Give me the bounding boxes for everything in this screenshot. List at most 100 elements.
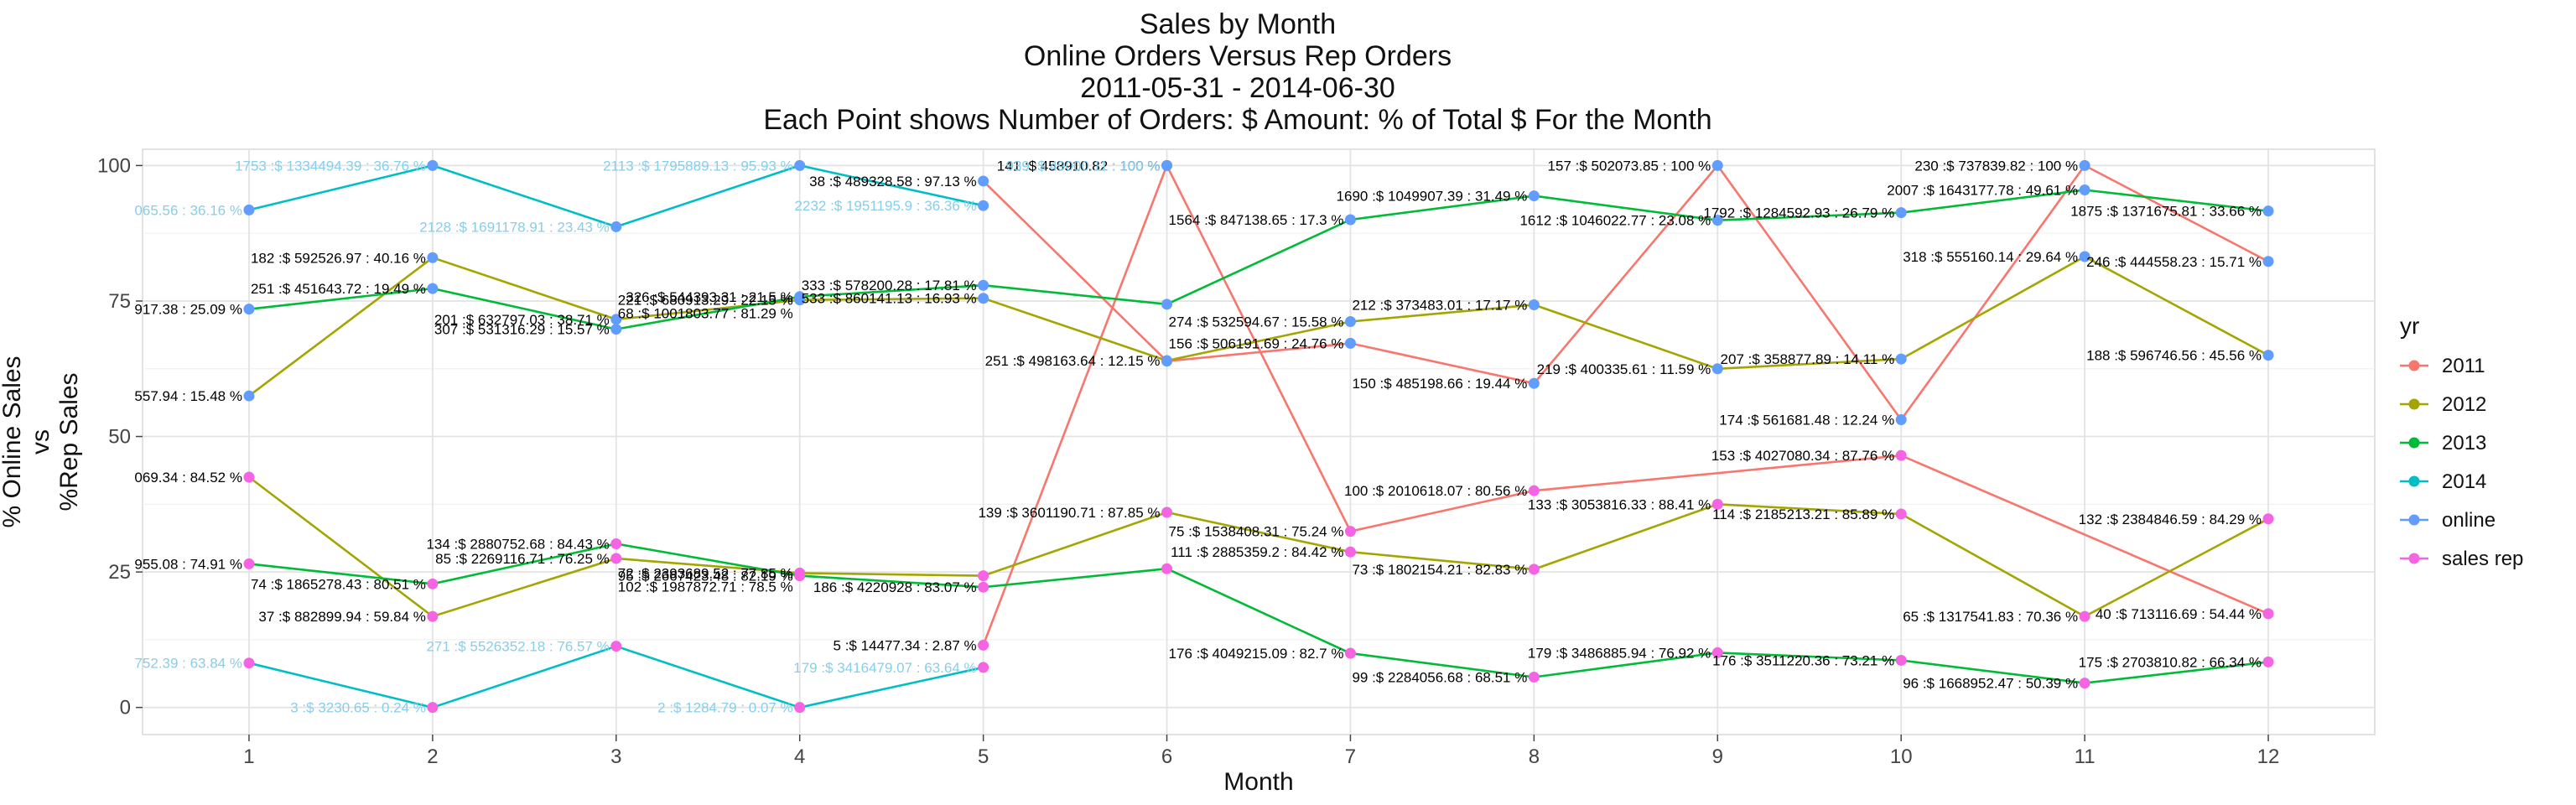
data-point-online [1895, 414, 1907, 426]
data-point-rep [1895, 654, 1907, 666]
data-label: 2113 :$ 1795889.13 : 95.93 % [603, 158, 793, 174]
x-axis-title: Month [1223, 768, 1293, 796]
data-label: 1564 :$ 847138.65 : 17.3 % [1169, 212, 1344, 228]
data-point-online [794, 291, 806, 303]
legend-key-point [2408, 475, 2420, 487]
data-point-rep [2262, 513, 2274, 525]
data-label: 246 :$ 444558.23 : 15.71 % [2086, 254, 2262, 270]
legend-title: yr [2400, 313, 2419, 339]
series-line-2012 [248, 475, 2269, 618]
data-label: 251 :$ 498163.64 : 12.15 % [985, 353, 1161, 369]
data-point-online [427, 283, 439, 294]
data-label: 2 :$ 1284.79 : 0.07 % [657, 700, 793, 716]
data-point-rep [1711, 498, 1723, 510]
data-point-rep [427, 702, 439, 714]
legend-item-2012: 2012 [2442, 393, 2486, 416]
data-label: 752.39 : 63.84 % [134, 656, 242, 672]
data-point-online [1895, 207, 1907, 219]
data-label: 1753 :$ 1334494.39 : 36.76 % [235, 158, 426, 174]
data-point-rep [243, 558, 255, 569]
legend-item-online: online [2442, 509, 2496, 532]
series-line-2013 [248, 543, 2269, 684]
series-line-2011 [982, 163, 2269, 646]
x-tick-label: 9 [1712, 745, 1723, 768]
data-point-rep [1711, 647, 1723, 658]
data-point-online [1528, 299, 1540, 310]
data-point-rep [794, 570, 806, 582]
legend-key-point [2408, 398, 2420, 410]
data-point-online [978, 279, 989, 291]
data-point-online [794, 159, 806, 171]
data-point-rep [610, 553, 622, 564]
y-tick-label: 25 [108, 561, 131, 584]
data-labels: 38 :$ 489328.58 : 97.13 % 156 :$ 506191.6… [134, 158, 2262, 715]
data-label: 1875 :$ 1371675.81 : 33.66 % [2070, 204, 2262, 220]
data-point-online [1161, 159, 1173, 171]
data-label: 201 :$ 632797.03 : 38.71 % [434, 312, 610, 328]
data-point-online [978, 200, 989, 211]
data-point-rep [427, 578, 439, 589]
data-label: 139 :$ 3601190.71 : 87.85 % [978, 505, 1160, 521]
data-label: 40 :$ 713116.69 : 54.44 % [2096, 606, 2262, 622]
x-tick-label: 6 [1161, 745, 1172, 768]
data-point-rep [610, 538, 622, 550]
data-label: 186 :$ 4220928 : 83.07 % [813, 579, 977, 595]
legend-item-sales-rep: sales rep [2442, 548, 2523, 570]
data-point-online [610, 314, 622, 325]
data-label: 326 :$ 544393.31 : 21.5 % [626, 289, 792, 305]
x-tick-label: 4 [794, 745, 805, 768]
data-label: 1690 :$ 1049907.39 : 31.49 % [1337, 189, 1528, 205]
y-tick-label: 50 [108, 426, 131, 449]
data-point-rep [978, 639, 989, 651]
data-point-rep [1895, 449, 1907, 461]
data-point-online [2262, 205, 2274, 217]
data-label: 5 :$ 14477.34 : 2.87 % [834, 637, 977, 653]
title-line-4: Each Point shows Number of Orders: $ Amo… [763, 104, 1711, 136]
data-point-online [243, 390, 255, 402]
data-point-rep [1528, 485, 1540, 496]
y-tick-label: 75 [108, 290, 131, 313]
data-label: 212 :$ 373483.01 : 17.17 % [1352, 297, 1527, 313]
data-label: 38 :$ 489328.58 : 97.13 % [809, 174, 976, 190]
data-point-online [1895, 353, 1907, 365]
data-label: 179 :$ 3416479.07 : 63.64 % [793, 660, 976, 676]
data-point-online [2079, 159, 2090, 171]
data-label: 96 :$ 1668952.47 : 50.39 % [1903, 676, 2078, 692]
data-label: 274 :$ 532594.67 : 15.58 % [1169, 314, 1344, 330]
data-point-online [610, 221, 622, 232]
data-point-online [978, 175, 989, 187]
data-label: 219 :$ 400335.61 : 11.59 % [1537, 361, 1711, 377]
legend-item-2011: 2011 [2442, 355, 2485, 377]
data-label: 133 :$ 3053816.33 : 88.41 % [1528, 496, 1711, 512]
data-point-online [1161, 355, 1173, 366]
data-point-online [1528, 190, 1540, 202]
data-label: 157 :$ 502073.85 : 100 % [1548, 158, 1711, 174]
data-point-online [2262, 350, 2274, 361]
data-point-rep [978, 662, 989, 673]
series-line-2012 [248, 255, 2269, 397]
data-label: 95 :$ 2667423.48 : 82.19 % [618, 569, 793, 584]
data-label: 939 :$ 49000.11 : 100 % [1006, 158, 1161, 174]
data-point-rep [2262, 656, 2274, 667]
data-point-online [1711, 215, 1723, 226]
legend-key-point [2408, 514, 2420, 526]
data-point-online [2262, 256, 2274, 267]
data-point-online [427, 252, 439, 263]
data-label: 176 :$ 4049215.09 : 82.7 % [1169, 646, 1344, 662]
data-point-rep [427, 610, 439, 622]
data-label: 37 :$ 882899.94 : 59.84 % [258, 609, 425, 625]
data-label: 74 :$ 1865278.43 : 80.51 % [251, 576, 426, 592]
data-label: 188 :$ 596746.56 : 45.56 % [2086, 348, 2262, 364]
data-label: 65 :$ 1317541.83 : 70.36 % [1903, 609, 2078, 625]
data-point-online [978, 293, 989, 304]
y-tick-label: 0 [120, 697, 131, 719]
data-point-rep [1344, 647, 1356, 659]
data-label: 3 :$ 3230.65 : 0.24 % [290, 700, 426, 716]
series-line-2013 [248, 189, 2269, 330]
data-point-online [610, 324, 622, 335]
data-label: 533 :$ 860141.13 : 16.93 % [802, 291, 977, 307]
data-label: 132 :$ 2384846.59 : 84.29 % [2079, 512, 2262, 527]
data-point-rep [1161, 563, 1173, 574]
x-tick-label: 8 [1529, 745, 1540, 768]
